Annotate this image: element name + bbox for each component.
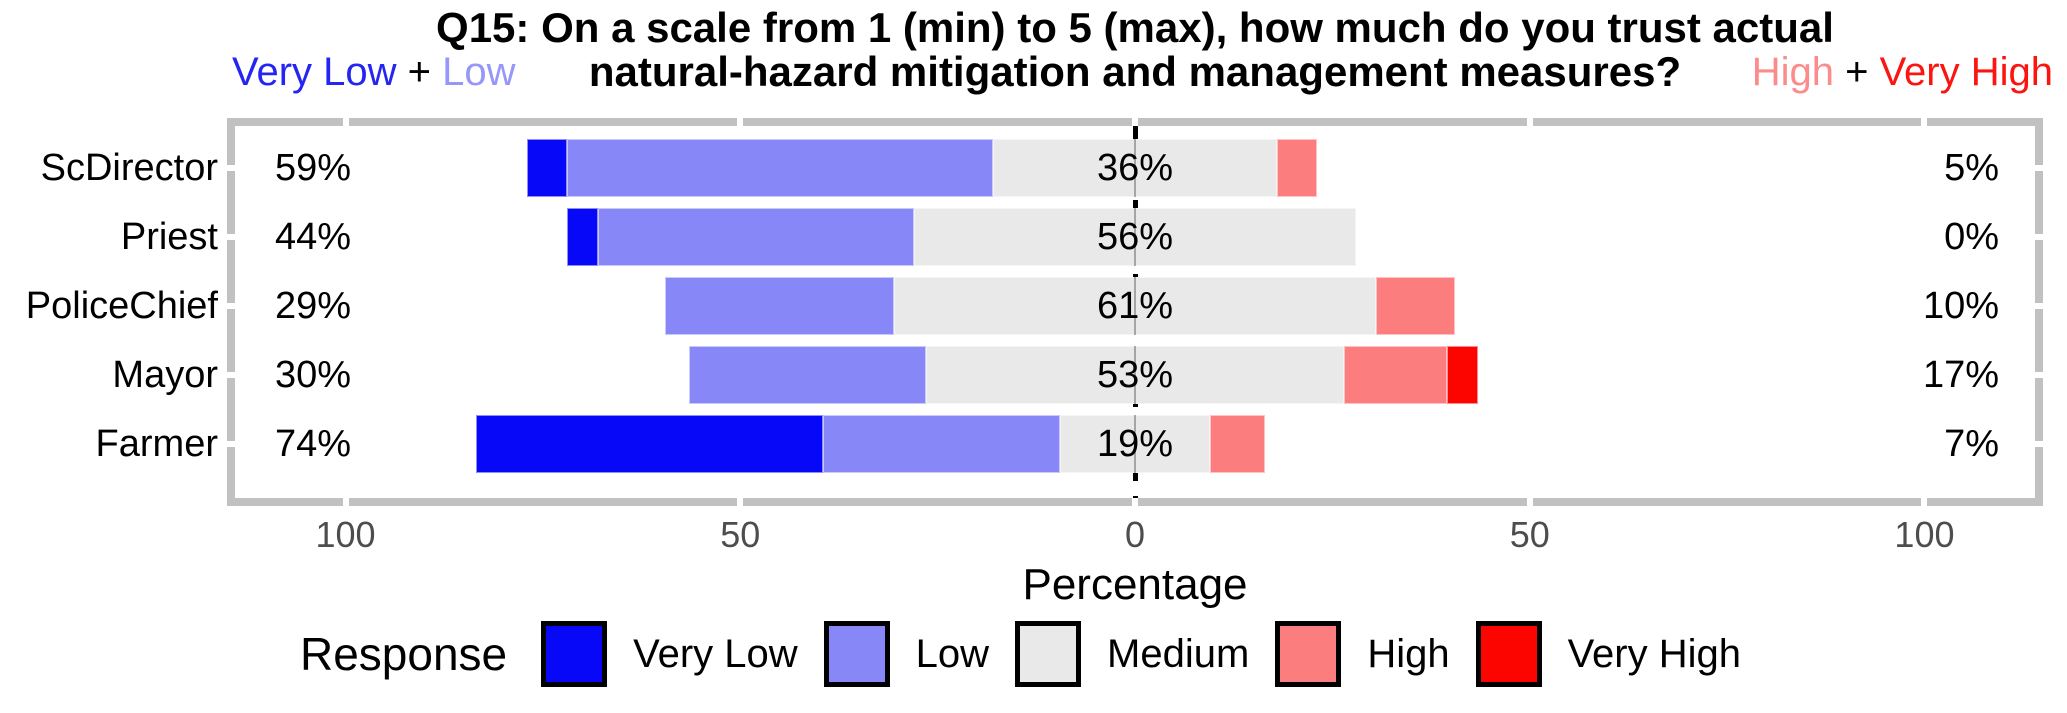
pct-left-farmer: 74% <box>275 423 352 465</box>
top-frame-tick-2 <box>1132 118 1138 126</box>
annotation-very-low-plus-low: Very Low + Low <box>232 50 516 95</box>
right-frame-tick-mayor <box>2035 372 2043 378</box>
legend-item-very-high: Very High <box>1475 621 1741 687</box>
zero-line-overlay <box>1134 208 1136 266</box>
x-axis-ticks: 100 50 0 50 100 <box>235 514 2035 560</box>
legend-label-very-low: Very Low <box>633 631 798 676</box>
bar-segment-priest-low <box>598 208 914 266</box>
left-frame-tick-scdirector <box>227 165 235 171</box>
chart-title-line1: Q15: On a scale from 1 (min) to 5 (max),… <box>436 4 1834 51</box>
pct-right-mayor: 17% <box>1922 354 1999 396</box>
pct-left-mayor: 30% <box>275 354 352 396</box>
x-tick-label-3: 50 <box>1509 514 1550 555</box>
legend-title: Response <box>299 628 508 680</box>
bottom-frame-tick-1 <box>737 498 744 506</box>
zero-line-overlay <box>1134 139 1136 197</box>
legend-item-medium: Medium <box>1015 621 1249 687</box>
pct-right-scdirector: 5% <box>1944 147 1999 189</box>
right-frame-tick-priest <box>2035 234 2043 240</box>
bar-segment-mayor-very-high <box>1446 346 1479 404</box>
pct-right-farmer: 7% <box>1944 423 1999 465</box>
left-frame-tick-policechief <box>227 303 235 309</box>
bar-segment-policechief-high <box>1375 277 1455 335</box>
pct-center-policechief: 61% <box>1096 285 1174 327</box>
bar-segment-mayor-low <box>688 346 926 404</box>
category-label-mayor: Mayor <box>112 354 218 396</box>
zero-line-overlay <box>1134 415 1136 473</box>
pct-left-policechief: 29% <box>275 285 352 327</box>
annotation-text-2: Very High <box>1879 50 2053 94</box>
legend-label-medium: Medium <box>1107 631 1250 676</box>
legend-item-low: Low <box>823 621 990 687</box>
annotation-text-0: Very Low <box>232 50 397 94</box>
plot-area: 59% 36% 5% 44% 56% 0% 29% 61% 10% 30% 53% 17% 74% 19%… <box>235 126 2035 498</box>
x-axis-title: Percentage <box>1022 560 1248 609</box>
x-tick-label-1: 50 <box>720 514 761 555</box>
right-frame-tick-policechief <box>2035 303 2043 309</box>
annotation-text-0: High <box>1751 50 1834 94</box>
pct-right-priest: 0% <box>1944 216 1999 258</box>
pct-center-farmer: 19% <box>1096 423 1174 465</box>
category-label-farmer: Farmer <box>95 423 218 465</box>
legend-label-high: High <box>1367 631 1450 676</box>
annotation-text-1: + <box>1833 50 1880 94</box>
left-frame-tick-farmer <box>227 441 235 447</box>
pct-right-policechief: 10% <box>1922 285 1999 327</box>
annotation-text-1: + <box>396 50 443 94</box>
bar-segment-scdirector-high <box>1277 139 1317 197</box>
plot-panel: 59% 36% 5% 44% 56% 0% 29% 61% 10% 30% 53% 17% 74% 19%… <box>227 118 2043 506</box>
bar-segment-scdirector-low <box>566 139 993 197</box>
bottom-frame-tick-3 <box>1526 498 1533 506</box>
bottom-frame-tick-0 <box>342 498 349 506</box>
legend-item-high: High <box>1275 621 1450 687</box>
annotation-text-2: Low <box>442 50 516 94</box>
x-tick-label-4: 100 <box>1894 514 1955 555</box>
bar-segment-farmer-high <box>1210 415 1266 473</box>
category-label-scdirector: ScDirector <box>40 147 218 189</box>
right-frame-tick-farmer <box>2035 441 2043 447</box>
legend-label-low: Low <box>915 631 990 676</box>
category-label-priest: Priest <box>120 216 218 258</box>
bottom-frame-tick-4 <box>1921 498 1928 506</box>
pct-center-mayor: 53% <box>1096 354 1174 396</box>
right-frame-tick-scdirector <box>2035 165 2043 171</box>
legend-item-very-low: Very Low <box>541 621 798 687</box>
legend-swatch-very-low <box>541 621 608 687</box>
left-frame-tick-mayor <box>227 372 235 378</box>
top-frame-tick-0 <box>342 118 349 126</box>
top-frame-tick-3 <box>1526 118 1533 126</box>
legend-label-very-high: Very High <box>1567 631 1741 676</box>
pct-left-priest: 44% <box>275 216 352 258</box>
bar-segment-farmer-low <box>823 415 1060 473</box>
legend-swatch-high <box>1275 621 1342 687</box>
bar-segment-priest-very-low <box>566 208 599 266</box>
bar-segment-scdirector-very-low <box>527 139 567 197</box>
legend-items: Very Low Low Medium High Very High <box>541 621 1767 687</box>
bar-segment-farmer-very-low <box>475 415 824 473</box>
legend: Response Very Low Low Medium High Very High <box>0 614 2067 694</box>
pct-left-scdirector: 59% <box>275 147 352 189</box>
x-tick-label-0: 100 <box>315 514 376 555</box>
bar-segment-mayor-high <box>1344 346 1447 404</box>
left-frame-tick-priest <box>227 234 235 240</box>
legend-swatch-medium <box>1015 621 1082 687</box>
zero-line-overlay <box>1134 346 1136 404</box>
annotation-high-plus-very-high: High + Very High <box>1752 50 2053 95</box>
category-label-policechief: PoliceChief <box>25 285 218 327</box>
bottom-frame-tick-2 <box>1132 498 1138 506</box>
legend-swatch-low <box>823 621 890 687</box>
top-frame-tick-4 <box>1921 118 1928 126</box>
zero-line-overlay <box>1134 277 1136 335</box>
x-tick-label-2: 0 <box>1124 514 1146 555</box>
bar-segment-policechief-low <box>665 277 895 335</box>
pct-center-priest: 56% <box>1096 216 1174 258</box>
top-frame-tick-1 <box>737 118 744 126</box>
pct-center-scdirector: 36% <box>1096 147 1174 189</box>
legend-swatch-very-high <box>1475 621 1542 687</box>
chart-title-line2: natural-hazard mitigation and management… <box>588 48 1682 95</box>
